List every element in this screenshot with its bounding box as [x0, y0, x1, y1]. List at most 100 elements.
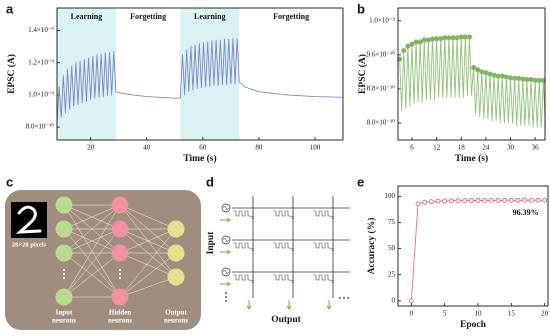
ellipsis-dot: [63, 277, 65, 279]
neuron: [55, 244, 73, 262]
x-tick-label: 36: [532, 144, 540, 152]
x-tick-label: 100: [310, 144, 321, 152]
marker: [528, 197, 534, 203]
x-tick-label: 6: [410, 144, 414, 152]
neuron: [167, 244, 185, 262]
x-tick-label: 80: [255, 144, 263, 152]
neuron: [167, 220, 185, 238]
x-tick-label: 10: [475, 310, 483, 318]
source-wave: [223, 206, 229, 210]
ellipsis-dot: [225, 296, 227, 298]
x-axis-title: Time (s): [455, 153, 488, 164]
region: [180, 8, 240, 140]
x-tick-label: 18: [458, 144, 466, 152]
digit-stroke: [15, 205, 42, 234]
panel-label: e: [357, 174, 364, 189]
panel-label: c: [6, 174, 13, 189]
ellipsis-dot: [63, 269, 65, 271]
y-tick-label: 1.0×10⁻⁹: [28, 91, 54, 99]
ellipsis-dot: [225, 300, 227, 302]
marker: [475, 198, 481, 203]
x-tick-label: 30: [507, 144, 515, 152]
memristor: [313, 274, 335, 284]
panel-label: a: [6, 1, 14, 16]
connection: [63, 204, 121, 254]
marker: [499, 73, 505, 79]
y-tick-label: 1.4×10⁻⁹: [28, 26, 54, 34]
marker: [522, 197, 528, 203]
y-axis-title: EPSC (A): [357, 54, 368, 94]
memristor: [273, 210, 295, 220]
neuron: [55, 220, 73, 238]
plot-frame: [397, 185, 549, 307]
layer-label: Output: [165, 309, 187, 317]
memristor: [273, 242, 295, 252]
x-tick-label: 40: [143, 144, 151, 152]
plot-frame: [56, 7, 344, 141]
source-wave: [223, 270, 229, 274]
output-arrow: [246, 300, 252, 310]
marker: [425, 37, 431, 43]
marker: [455, 198, 461, 204]
marker: [528, 76, 534, 83]
image-caption: 28×28 pixels: [12, 241, 47, 248]
connection: [119, 276, 177, 298]
connection: [119, 228, 177, 298]
marker: [482, 197, 488, 203]
marker: [508, 197, 514, 203]
layer-label: Hidden: [109, 309, 131, 317]
ellipsis-dot: [119, 269, 121, 271]
memristor: [233, 242, 255, 252]
marker: [462, 198, 468, 204]
layer-label: neurons: [108, 317, 132, 325]
neuron: [167, 268, 185, 286]
neuron: [111, 196, 129, 214]
input-arrow: [220, 249, 231, 255]
marker: [438, 36, 444, 42]
connection: [63, 228, 121, 254]
marker: [516, 75, 522, 81]
marker: [475, 67, 481, 73]
marker: [401, 48, 407, 54]
neuron: [111, 244, 129, 262]
ellipsis-dot: [119, 273, 121, 275]
x-tick-label: 20: [87, 144, 95, 152]
panel-label: b: [357, 1, 365, 16]
marker: [417, 39, 423, 45]
x-axis-title: Time (s): [183, 153, 216, 164]
connection: [63, 252, 121, 298]
x-axis-title: Epoch: [460, 320, 487, 330]
memristor: [273, 274, 295, 284]
layer-label: neurons: [52, 317, 76, 325]
marker: [479, 69, 485, 75]
marker: [468, 198, 474, 203]
output-label: Output: [271, 315, 301, 325]
series-line: [399, 36, 546, 128]
neuron: [111, 220, 129, 238]
marker: [435, 198, 441, 204]
x-tick-label: 12: [433, 144, 441, 152]
y-tick-label: 75: [388, 218, 396, 226]
marker: [415, 201, 421, 207]
region-label: Forgetting: [130, 12, 166, 21]
region-label: Learning: [194, 12, 226, 21]
marker: [471, 65, 477, 71]
connection: [119, 228, 177, 254]
marker: [542, 197, 548, 203]
y-tick-label: 9.6×10⁻¹⁰: [367, 50, 395, 58]
x-tick-label: 0: [410, 310, 414, 318]
y-tick-label: 1.0×10⁻⁹: [369, 16, 395, 24]
ellipsis-dot: [347, 297, 349, 299]
marker: [491, 72, 497, 78]
ellipsis-dot: [339, 297, 341, 299]
x-tick-label: 20: [541, 310, 549, 318]
connection: [119, 204, 177, 230]
ellipsis-dot: [119, 277, 121, 279]
x-tick-label: 15: [508, 310, 516, 318]
memristor: [233, 274, 255, 284]
y-tick-label: 0: [392, 296, 396, 304]
connection: [63, 228, 121, 298]
output-arrow: [326, 300, 332, 310]
neuron: [111, 288, 129, 306]
